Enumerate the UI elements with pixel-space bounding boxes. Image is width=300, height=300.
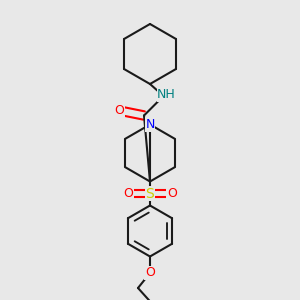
Text: S: S: [146, 187, 154, 200]
Text: N: N: [145, 118, 155, 131]
Text: O: O: [123, 187, 133, 200]
Text: O: O: [145, 266, 155, 280]
Text: O: O: [167, 187, 177, 200]
Text: O: O: [114, 104, 124, 118]
Text: NH: NH: [157, 88, 176, 101]
